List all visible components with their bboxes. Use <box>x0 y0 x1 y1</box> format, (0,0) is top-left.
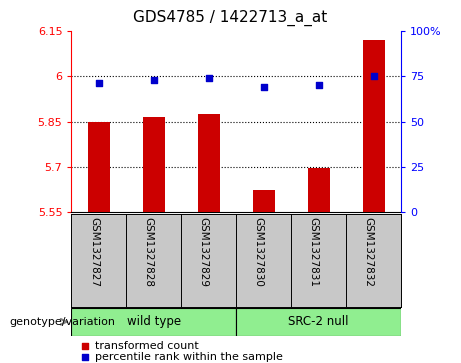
Text: GDS4785 / 1422713_a_at: GDS4785 / 1422713_a_at <box>133 10 328 26</box>
Point <box>95 81 103 86</box>
Point <box>150 77 158 83</box>
Point <box>205 75 213 81</box>
Bar <box>198 114 220 212</box>
Bar <box>307 168 330 212</box>
Bar <box>253 189 275 212</box>
Text: transformed count: transformed count <box>95 340 198 351</box>
Bar <box>363 40 384 212</box>
Point <box>260 84 267 90</box>
Point <box>315 82 322 88</box>
Point <box>82 343 89 348</box>
Bar <box>236 308 401 336</box>
Bar <box>88 122 110 212</box>
Bar <box>71 308 236 336</box>
Text: GSM1327832: GSM1327832 <box>364 217 373 287</box>
Text: GSM1327830: GSM1327830 <box>254 217 264 287</box>
Text: wild type: wild type <box>127 315 181 328</box>
Text: GSM1327829: GSM1327829 <box>199 217 209 287</box>
Text: GSM1327831: GSM1327831 <box>309 217 319 287</box>
Point <box>82 354 89 360</box>
Text: genotype/variation: genotype/variation <box>9 317 115 327</box>
Bar <box>143 117 165 212</box>
Text: GSM1327828: GSM1327828 <box>144 217 154 287</box>
Text: GSM1327827: GSM1327827 <box>89 217 99 287</box>
Point <box>370 73 377 79</box>
Text: SRC-2 null: SRC-2 null <box>289 315 349 328</box>
Text: percentile rank within the sample: percentile rank within the sample <box>95 352 283 362</box>
